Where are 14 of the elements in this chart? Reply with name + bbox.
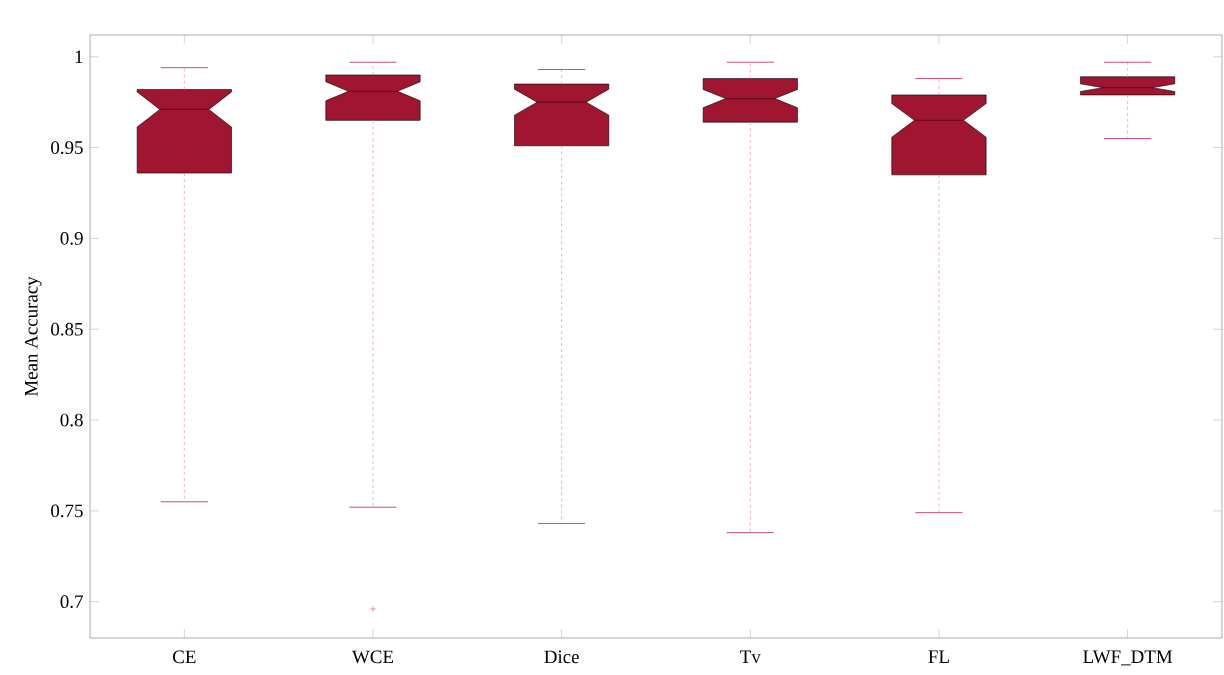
y-tick-label: 0.75 <box>51 504 83 518</box>
y-tick-label: 1 <box>75 50 83 64</box>
x-tick-label: CE <box>173 650 196 664</box>
x-tick-label: Dice <box>544 650 579 664</box>
y-tick-label: 0.8 <box>60 413 83 427</box>
y-tick-label: 0.85 <box>51 322 83 336</box>
x-tick-label: Tv <box>740 650 761 664</box>
x-tick-label: LWF_DTM <box>1083 650 1173 666</box>
x-tick-label: FL <box>928 650 949 663</box>
y-tick-label: 0.95 <box>51 141 83 155</box>
y-tick-label: 0.9 <box>60 232 83 245</box>
y-axis-title: Mean Accuracy <box>24 276 42 397</box>
y-tick-label: 0.7 <box>60 595 83 609</box>
x-tick-label: WCE <box>351 650 394 664</box>
